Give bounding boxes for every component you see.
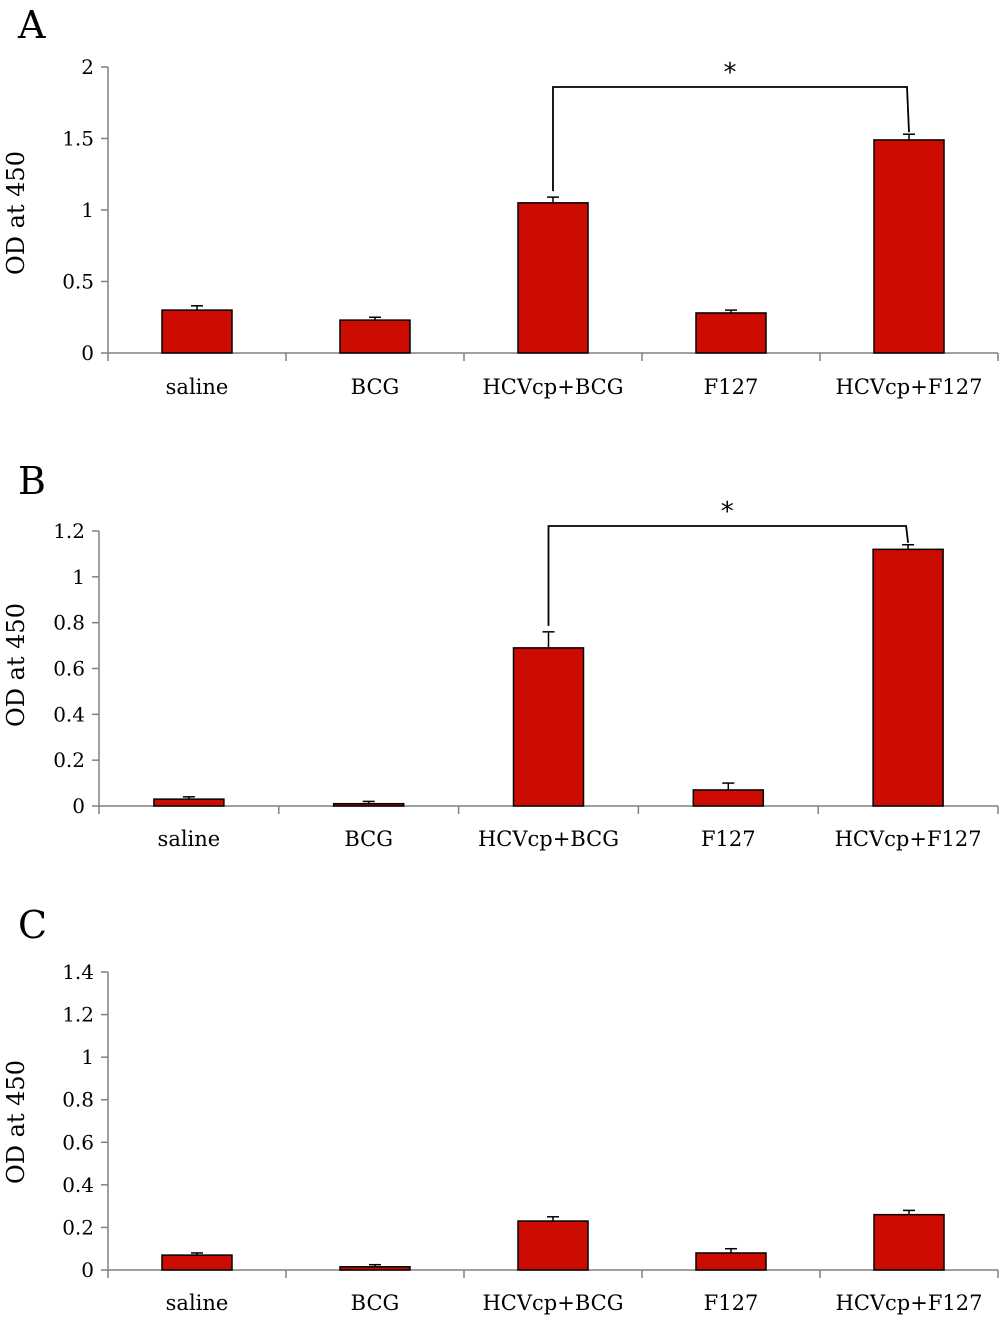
panel-a-y-tick-label: 0.5: [62, 270, 94, 294]
panel-c-y-axis-title: OD at 450: [2, 1060, 30, 1184]
panel-a-y-tick-label: 1: [81, 198, 94, 222]
panel-b-bar-1: [332, 802, 405, 807]
panel-b-bar-4: [872, 548, 944, 807]
panel-b-category-label-1: BCG: [344, 827, 393, 851]
panel-c-category-label-4: HCVcp+F127: [836, 1291, 983, 1315]
panel-c-category-label-2: HCVcp+BCG: [482, 1291, 623, 1315]
panel-b-category-label-3: F127: [701, 827, 756, 851]
panel-c-bar-4: [873, 1213, 945, 1271]
panel-a-category-label-2: HCVcp+BCG: [482, 375, 623, 399]
panel-c-bar-1: [339, 1266, 411, 1271]
panel-b-y-axis-title: OD at 450: [2, 603, 30, 727]
panel-b-y-tick-label: 1: [72, 565, 85, 589]
panel-a-bar-1: [339, 319, 411, 354]
panel-a-category-label-0: saline: [166, 375, 229, 399]
panel-c-category-label-0: saline: [166, 1291, 229, 1315]
panel-c-category-label-3: F127: [704, 1291, 759, 1315]
panel-c-bar-0: [161, 1254, 233, 1271]
panel-c-y-tick-label: 1.4: [62, 960, 94, 984]
panel-a-category-label-1: BCG: [351, 375, 400, 399]
panel-b-significance-bracket: [547, 525, 909, 626]
panel-c-bar-3: [695, 1252, 767, 1271]
panel-b-category-label-2: HCVcp+BCG: [478, 827, 619, 851]
panel-b-category-label-4: HCVcp+F127: [835, 827, 982, 851]
panel-b-category-label-0: saline: [158, 827, 221, 851]
panel-c-y-tick-label: 1: [81, 1045, 94, 1069]
panel-a-category-label-4: HCVcp+F127: [836, 375, 983, 399]
panel-c-category-label-1: BCG: [351, 1291, 400, 1315]
panel-a-significance-mark: *: [724, 58, 737, 88]
panel-a-bar-0: [161, 309, 233, 354]
panel-a-bar-4: [873, 139, 945, 354]
panel-a-y-axis-title: OD at 450: [2, 151, 30, 275]
panel-a-bar-3: [695, 312, 767, 354]
panel-b-y-tick-label: 0.4: [53, 702, 85, 726]
panel-a-y-tick-label: 1.5: [62, 127, 94, 151]
panel-b-bar-0: [153, 798, 225, 807]
panel-c-y-tick-label: 0.6: [62, 1130, 94, 1154]
panel-c-y-tick-label: 0: [81, 1258, 94, 1282]
panel-a-letter: A: [17, 3, 46, 47]
panel-b-y-tick-label: 0.8: [53, 611, 85, 635]
panel-c-y-tick-label: 0.2: [62, 1215, 94, 1239]
panel-b-y-tick-label: 0.6: [53, 657, 85, 681]
panel-a-significance-bracket: [552, 86, 910, 192]
panel-c-y-tick-label: 0.8: [62, 1088, 94, 1112]
panel-b-bar-2: [512, 647, 585, 807]
panel-a-category-label-3: F127: [704, 375, 759, 399]
panel-a-y-tick-label: 2: [81, 55, 94, 79]
panel-b-bar-3: [692, 789, 765, 807]
panel-b-letter: B: [18, 459, 46, 503]
panel-b-y-tick-label: 0.2: [53, 748, 85, 772]
panel-b-y-tick-label: 0: [72, 794, 85, 818]
panel-c-y-tick-label: 0.4: [62, 1173, 94, 1197]
panel-c-bar-2: [517, 1220, 589, 1271]
panel-a-y-tick-label: 0: [81, 341, 94, 365]
panel-a-bar-2: [517, 202, 589, 354]
panel-c-letter: C: [18, 903, 47, 947]
panel-c-y-tick-label: 1.2: [62, 1003, 94, 1027]
panel-b-significance-mark: *: [721, 497, 734, 527]
panel-b-y-tick-label: 1.2: [53, 519, 85, 543]
